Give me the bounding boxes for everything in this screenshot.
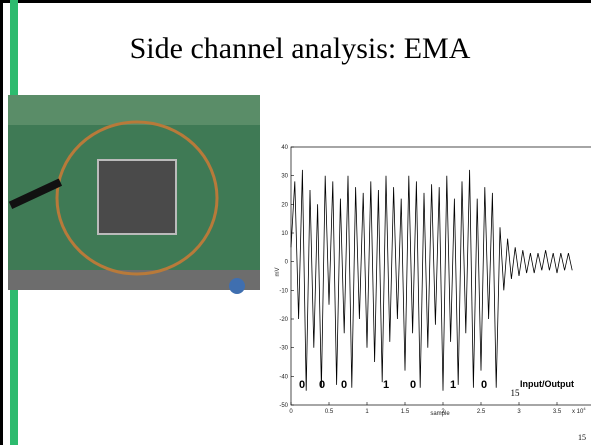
top-border	[0, 0, 591, 3]
bit-label: 0	[299, 379, 305, 391]
bit-label: 0	[341, 379, 347, 391]
x-tick-label: 3.5	[553, 409, 562, 415]
io-label: Input/Output	[520, 379, 574, 389]
bit-label: 1	[383, 379, 389, 391]
bit-label: 0	[410, 379, 416, 391]
slide-number: 15	[511, 388, 521, 398]
y-tick-label: 30	[281, 174, 288, 180]
x-multiplier: x 104	[572, 406, 586, 415]
x-multiplier-exponent: 4	[583, 406, 586, 411]
x-tick-label: 1.5	[401, 409, 410, 415]
bit-label: 0	[481, 379, 487, 391]
y-tick-label: 0	[285, 260, 289, 266]
board-photo	[8, 95, 260, 294]
y-tick-label: -30	[279, 346, 288, 352]
x-tick-label: 3	[517, 409, 521, 415]
footer-number: 15	[578, 433, 586, 442]
y-tick-label: -50	[279, 403, 288, 409]
x-tick-label: 1	[365, 409, 369, 415]
signal-line	[290, 169, 573, 391]
left-border	[0, 0, 3, 445]
bit-label: 1	[450, 379, 456, 391]
x-tick-label: 0	[289, 409, 293, 415]
x-multiplier-base: x 10	[572, 409, 584, 415]
x-axis-label: sample	[430, 411, 450, 417]
x-tick-label: 0.5	[325, 409, 334, 415]
y-tick-label: 40	[281, 145, 288, 151]
y-tick-label: 10	[281, 231, 288, 237]
y-tick-label: -20	[279, 317, 288, 323]
x-tick-label: 2	[441, 409, 445, 415]
y-tick-label: -40	[279, 374, 288, 380]
slide-title: Side channel analysis: EMA	[130, 32, 471, 65]
y-tick-label: -10	[279, 288, 288, 294]
bit-label: 0	[319, 379, 325, 391]
x-tick-label: 2.5	[477, 409, 486, 415]
y-axis-label: mV	[275, 268, 281, 277]
y-tick-label: 20	[281, 202, 288, 208]
